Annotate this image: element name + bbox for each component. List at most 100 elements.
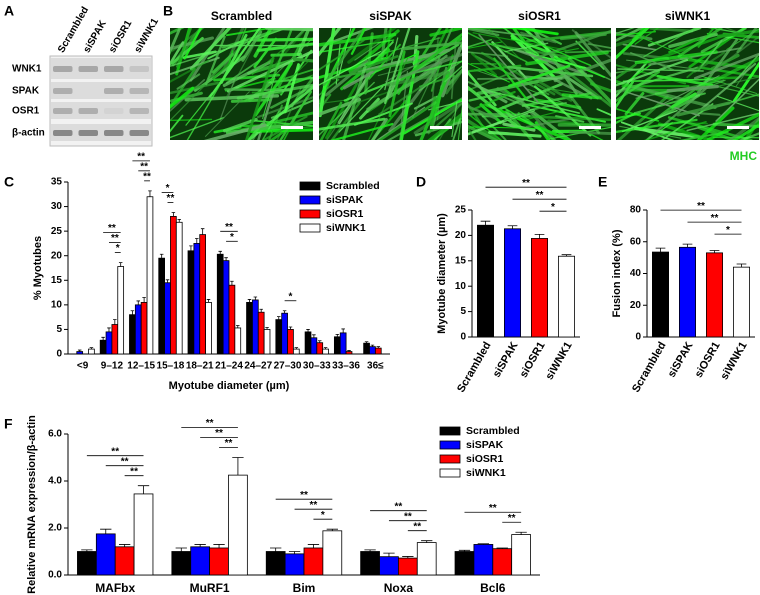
error-bar — [270, 547, 282, 552]
myotube — [398, 52, 462, 79]
myotube — [724, 28, 741, 34]
bar — [733, 266, 751, 338]
myotube — [175, 28, 193, 68]
blot-band — [129, 66, 149, 72]
error-bar — [561, 254, 572, 257]
myotube — [319, 39, 365, 71]
error-bar — [383, 552, 395, 557]
myotube — [616, 80, 634, 109]
bar — [257, 311, 265, 355]
error-bar — [515, 531, 527, 535]
legend-label: siWNK1 — [466, 467, 506, 479]
myotube — [468, 68, 521, 92]
x-tick-label: MAFbx — [95, 581, 135, 595]
myotube — [338, 86, 384, 133]
myotube — [468, 126, 477, 140]
myotube — [342, 64, 367, 140]
protein-label: WNK1 — [12, 64, 42, 75]
myotube — [695, 56, 759, 92]
error-bar — [335, 333, 340, 337]
myotube — [616, 63, 637, 80]
myotube — [468, 85, 518, 128]
error-bar — [477, 543, 490, 545]
legend-label: siSPAK — [466, 439, 504, 451]
myotube — [370, 117, 388, 140]
myotube — [638, 35, 703, 64]
myotube — [220, 33, 248, 84]
myotube — [586, 131, 604, 140]
significance-label: ** — [130, 466, 138, 477]
significance-label: ** — [140, 161, 148, 172]
myotube — [319, 117, 386, 131]
x-tick-label: Bcl6 — [480, 581, 506, 595]
myotube — [289, 59, 310, 80]
y-tick-label: 15 — [51, 275, 63, 286]
myotube — [176, 73, 201, 90]
myotube — [378, 69, 447, 116]
myotube — [538, 80, 573, 102]
bar — [190, 546, 211, 576]
bar — [454, 551, 475, 576]
myotube — [451, 101, 458, 138]
myotube — [170, 41, 185, 67]
myotube — [728, 116, 759, 140]
bar — [284, 553, 305, 576]
myotube — [319, 39, 395, 53]
bar — [129, 314, 136, 355]
myotube — [353, 102, 413, 126]
blot-band — [78, 130, 98, 136]
significance-label: ** — [206, 418, 214, 429]
myotube — [574, 31, 611, 78]
myotube — [319, 78, 340, 97]
error-bar — [218, 250, 222, 255]
myotube — [270, 52, 303, 57]
legend-swatch — [299, 195, 321, 205]
significance-label: * — [551, 202, 555, 213]
myotube — [616, 70, 661, 103]
bar — [275, 319, 283, 355]
myotube — [376, 106, 426, 140]
x-tick-label: <9 — [77, 361, 89, 372]
myotube — [325, 82, 359, 140]
error-bar — [142, 297, 146, 303]
blot-band — [129, 88, 149, 94]
blot-band — [104, 108, 124, 114]
bar — [222, 260, 230, 355]
myotube — [468, 41, 503, 49]
myotube — [349, 54, 399, 75]
y-tick-label: 20 — [630, 300, 642, 311]
bar — [76, 351, 84, 355]
scale-bar — [727, 126, 749, 129]
myotube — [738, 132, 759, 140]
bar — [333, 336, 341, 355]
error-bar — [307, 544, 320, 548]
blot-band — [53, 88, 73, 94]
myotube — [472, 32, 567, 51]
x-tick-label: siWNK1 — [718, 340, 749, 382]
myotube — [503, 105, 547, 122]
myotube — [468, 32, 528, 63]
bar — [374, 347, 382, 355]
myotube — [470, 126, 541, 129]
significance-label: ** — [508, 513, 516, 524]
bar — [99, 339, 107, 355]
myotube — [616, 58, 689, 87]
micrograph — [319, 28, 462, 140]
myotube — [706, 112, 759, 140]
error-bar — [709, 250, 720, 253]
significance-label: ** — [167, 193, 175, 204]
myotube — [274, 74, 313, 90]
significance-label: ** — [121, 456, 129, 467]
myotube — [254, 62, 293, 117]
myotube — [693, 52, 759, 80]
myotube — [468, 102, 484, 127]
blot-band — [104, 88, 124, 94]
error-bar — [496, 547, 508, 549]
myotube — [480, 51, 556, 96]
myotube — [471, 90, 516, 111]
bar — [105, 331, 113, 355]
myotube — [508, 64, 571, 88]
myotube — [384, 28, 411, 105]
y-tick-label: 0.0 — [48, 570, 62, 581]
